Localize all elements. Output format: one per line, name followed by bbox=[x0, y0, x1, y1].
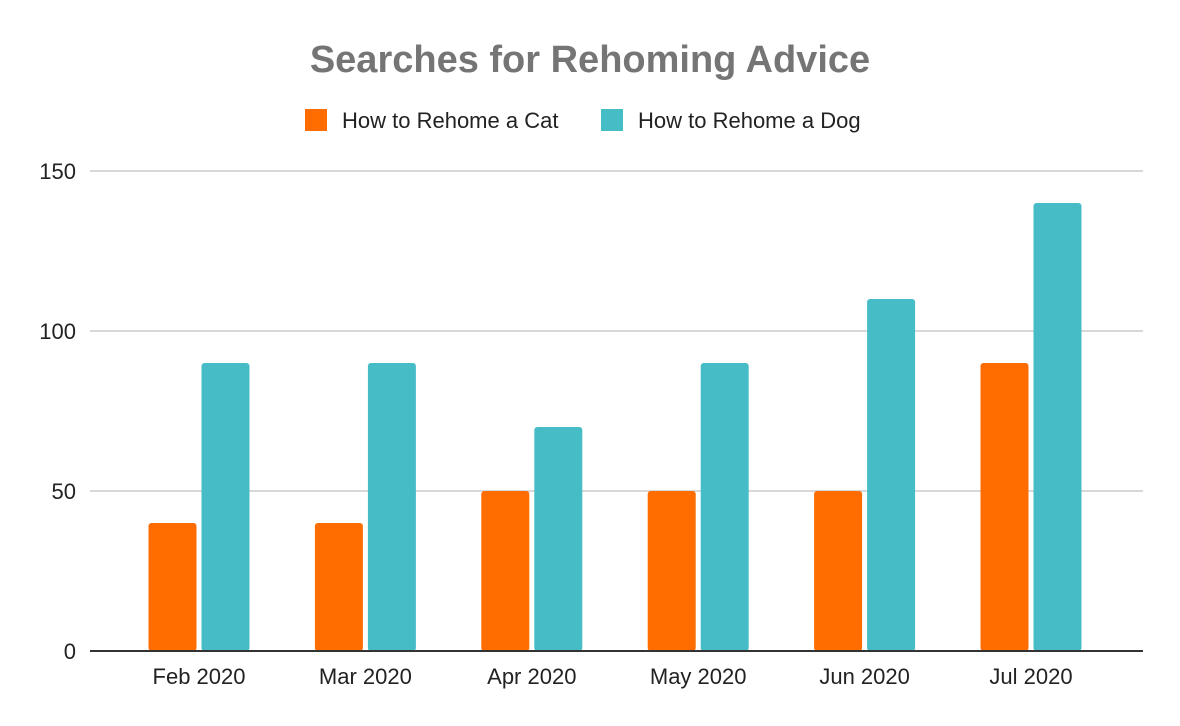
bar-cat-1 bbox=[314, 523, 363, 651]
bar-cat-2 bbox=[481, 491, 530, 651]
bar-cat-4 bbox=[814, 491, 863, 651]
bar-dog-3 bbox=[700, 363, 749, 651]
legend: How to Rehome a Cat How to Rehome a Dog bbox=[305, 108, 861, 133]
y-tick-label: 150 bbox=[39, 159, 76, 184]
bars bbox=[148, 203, 1082, 651]
y-axis-ticks: 0 50 100 150 bbox=[39, 159, 76, 664]
gridlines bbox=[90, 170, 1143, 492]
legend-swatch-dog bbox=[601, 109, 623, 131]
x-axis-ticks: Feb 2020 Mar 2020 Apr 2020 May 2020 Jun 2020… bbox=[153, 664, 1073, 689]
bar-dog-1 bbox=[367, 363, 416, 651]
y-tick-label: 100 bbox=[39, 319, 76, 344]
x-tick-label: May 2020 bbox=[650, 664, 747, 689]
x-tick-label: Jul 2020 bbox=[989, 664, 1072, 689]
legend-swatch-cat bbox=[305, 109, 327, 131]
bar-dog-5 bbox=[1033, 203, 1082, 651]
bar-dog-2 bbox=[534, 427, 583, 651]
y-tick-label: 0 bbox=[64, 639, 76, 664]
x-tick-label: Apr 2020 bbox=[487, 664, 576, 689]
y-tick-label: 50 bbox=[52, 479, 76, 504]
x-tick-label: Feb 2020 bbox=[153, 664, 246, 689]
bar-cat-5 bbox=[980, 363, 1029, 651]
legend-label-dog: How to Rehome a Dog bbox=[638, 108, 861, 133]
bar-cat-3 bbox=[647, 491, 696, 651]
x-tick-label: Mar 2020 bbox=[319, 664, 412, 689]
bar-dog-0 bbox=[201, 363, 250, 651]
bar-dog-4 bbox=[867, 299, 916, 651]
bar-cat-0 bbox=[148, 523, 197, 651]
legend-label-cat: How to Rehome a Cat bbox=[342, 108, 558, 133]
x-tick-label: Jun 2020 bbox=[819, 664, 910, 689]
chart-title: Searches for Rehoming Advice bbox=[310, 39, 870, 81]
